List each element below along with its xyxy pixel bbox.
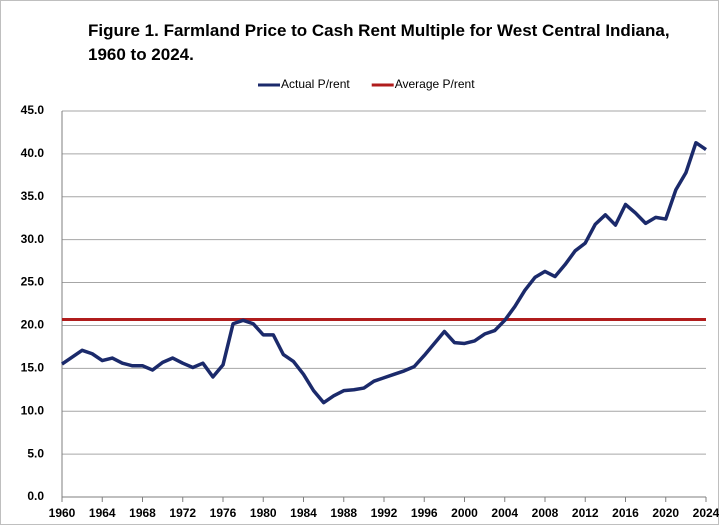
- x-tick-label: 2008: [532, 506, 559, 520]
- y-tick-label: 25.0: [21, 275, 45, 289]
- chart-title: Figure 1. Farmland Price to Cash Rent Mu…: [88, 21, 670, 40]
- legend-label: Average P/rent: [395, 77, 475, 91]
- x-tick-label: 1964: [89, 506, 116, 520]
- chart-subtitle: 1960 to 2024.: [88, 45, 194, 64]
- x-tick-label: 1968: [129, 506, 156, 520]
- y-tick-label: 0.0: [27, 489, 44, 503]
- x-tick-label: 1992: [371, 506, 398, 520]
- x-tick-label: 2000: [451, 506, 478, 520]
- x-tick-label: 1976: [210, 506, 237, 520]
- y-tick-label: 45.0: [21, 103, 45, 117]
- y-tick-label: 30.0: [21, 232, 45, 246]
- x-tick-label: 1960: [49, 506, 76, 520]
- x-tick-label: 2024: [693, 506, 719, 520]
- y-tick-label: 40.0: [21, 146, 45, 160]
- x-tick-label: 1984: [290, 506, 317, 520]
- y-tick-label: 5.0: [27, 446, 44, 460]
- y-tick-label: 35.0: [21, 189, 45, 203]
- x-tick-label: 1972: [169, 506, 196, 520]
- x-tick-label: 2020: [652, 506, 679, 520]
- x-tick-label: 2012: [572, 506, 599, 520]
- y-tick-label: 10.0: [21, 403, 45, 417]
- y-tick-label: 15.0: [21, 361, 45, 375]
- series-line: [61, 140, 707, 405]
- legend-label: Actual P/rent: [281, 77, 350, 91]
- x-tick-label: 1988: [330, 506, 357, 520]
- x-tick-label: 1980: [250, 506, 277, 520]
- x-tick-label: 2004: [491, 506, 518, 520]
- x-tick-label: 2016: [612, 506, 639, 520]
- x-tick-label: 1996: [411, 506, 438, 520]
- y-tick-label: 20.0: [21, 318, 45, 332]
